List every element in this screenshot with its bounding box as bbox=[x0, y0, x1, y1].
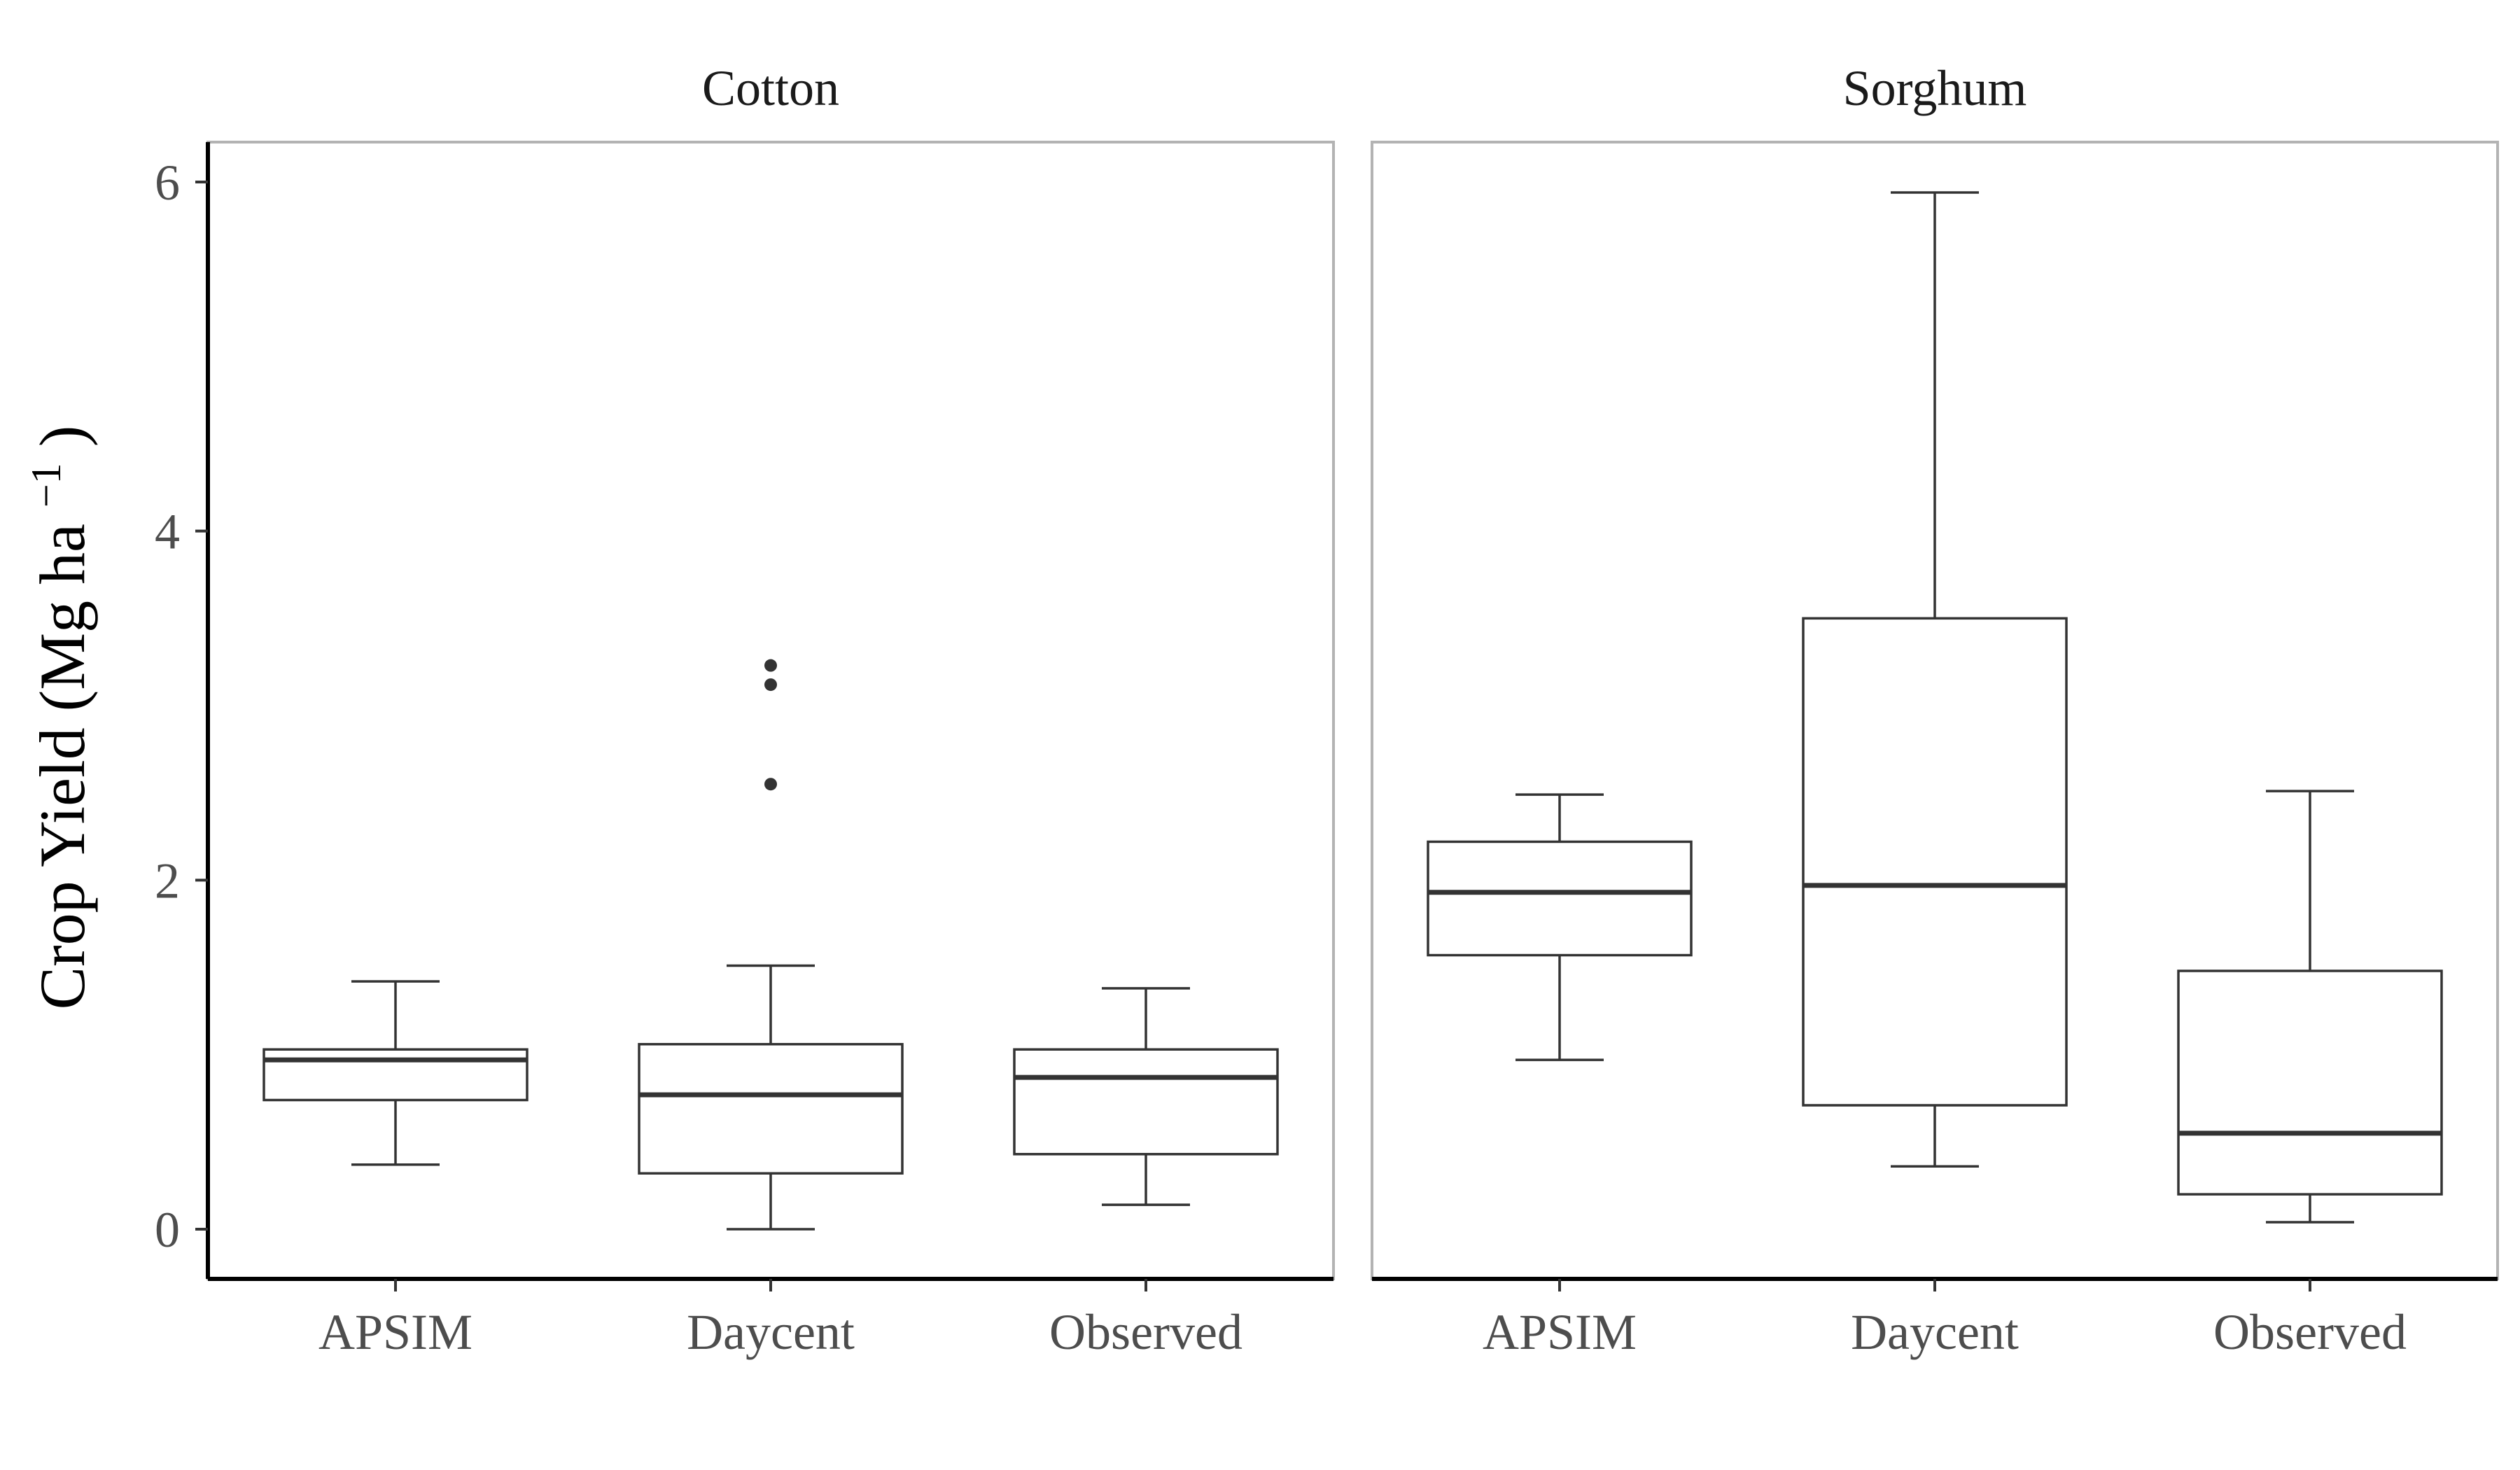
x-tick-label: APSIM bbox=[318, 1304, 472, 1360]
outlier-point bbox=[764, 678, 777, 692]
box-iqr bbox=[1013, 1048, 1279, 1156]
outlier-point bbox=[764, 659, 777, 672]
y-tick-label: 2 bbox=[155, 853, 180, 909]
box-observed bbox=[2177, 790, 2443, 1224]
y-tick-label: 6 bbox=[155, 155, 180, 211]
y-axis-title: Crop Yield (Mg ha −1 ) bbox=[23, 426, 98, 1010]
x-tick-label: Daycent bbox=[1851, 1304, 2019, 1360]
axes: APSIM Daycent Observed APSIM Daycent Observed… bbox=[155, 142, 2498, 1360]
x-tick-label: Observed bbox=[1049, 1304, 1242, 1360]
x-tick-label: Daycent bbox=[687, 1304, 855, 1360]
x-tick-label: APSIM bbox=[1483, 1304, 1637, 1360]
box-observed bbox=[1013, 987, 1279, 1206]
box-iqr bbox=[1802, 617, 2068, 1107]
box-iqr bbox=[262, 1048, 528, 1102]
x-tick-label: Observed bbox=[2213, 1304, 2407, 1360]
y-axis-title-superscript: −1 bbox=[23, 463, 69, 507]
y-tick-label: 0 bbox=[155, 1202, 180, 1258]
panel-strip-titles: Cotton Sorghum bbox=[702, 60, 2026, 116]
panel-frames bbox=[206, 141, 2499, 1280]
box-iqr bbox=[2177, 969, 2443, 1196]
y-axis-title-main: Crop Yield (Mg ha bbox=[27, 507, 98, 1009]
box-apsim bbox=[262, 980, 528, 1166]
box-iqr bbox=[1427, 840, 1693, 957]
box-apsim bbox=[1427, 793, 1693, 1061]
box-plots bbox=[262, 191, 2443, 1231]
y-axis-title-text: Crop Yield (Mg ha −1 ) bbox=[23, 426, 98, 1010]
box-daycent bbox=[638, 659, 904, 1231]
box-iqr bbox=[638, 1042, 904, 1175]
panel-title: Sorghum bbox=[1843, 60, 2027, 116]
panel-title: Cotton bbox=[702, 60, 839, 116]
y-tick-label: 4 bbox=[155, 504, 180, 560]
outlier-point bbox=[764, 778, 777, 791]
y-axis-title-close: ) bbox=[27, 426, 98, 463]
box-daycent bbox=[1802, 191, 2068, 1168]
